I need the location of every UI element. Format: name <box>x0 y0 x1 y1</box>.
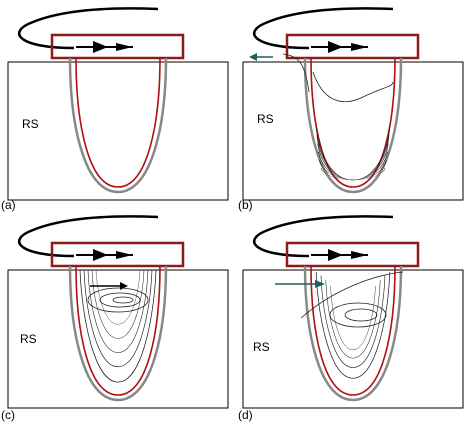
region-label: RS <box>253 340 270 354</box>
panel-b: RS <box>243 8 463 200</box>
region-label: RS <box>257 112 274 126</box>
panel-label: (a) <box>1 198 16 212</box>
panel-label: (c) <box>1 408 15 422</box>
region-label: RS <box>22 117 39 131</box>
panel-label: (d) <box>238 408 253 422</box>
panel-label: (b) <box>238 198 253 212</box>
panel-c: RS <box>8 216 228 408</box>
region-label: RS <box>20 332 37 346</box>
panel-d: RS <box>243 216 463 408</box>
panel-a: RS <box>8 8 228 200</box>
